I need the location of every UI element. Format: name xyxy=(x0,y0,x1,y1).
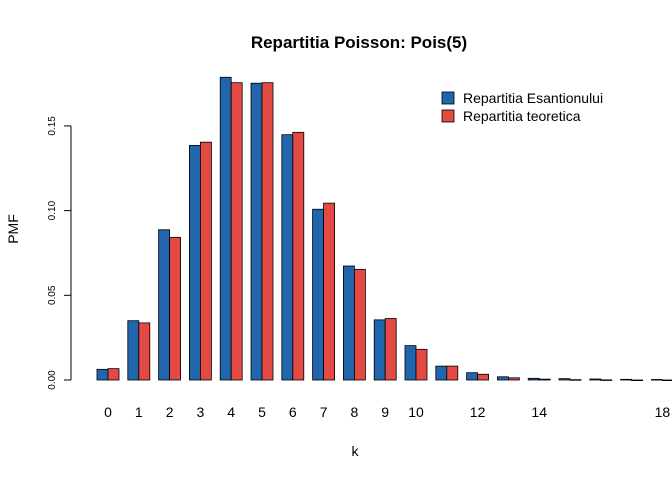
bar-sample xyxy=(496,376,509,381)
bar-theoretical xyxy=(507,377,520,381)
chart-title: Repartitia Poisson: Pois(5) xyxy=(251,33,467,52)
bar-theoretical xyxy=(631,379,643,382)
x-tick-label: 1 xyxy=(135,404,143,420)
bar-theoretical xyxy=(569,379,582,381)
y-tick-label: 0.05 xyxy=(47,285,58,305)
x-tick-label: 5 xyxy=(258,404,266,420)
bar-sample xyxy=(466,372,479,381)
x-tick-label: 7 xyxy=(320,404,328,420)
bar-theoretical xyxy=(169,236,182,381)
bar-theoretical xyxy=(230,82,243,381)
bar-sample xyxy=(651,379,663,381)
x-tick-labels: 0 1 2 3 4 5 6 7 8 9 10 12 14 18 xyxy=(104,404,670,420)
x-axis-label: k xyxy=(352,443,360,459)
bar-sample xyxy=(219,76,232,381)
bar-theoretical xyxy=(261,82,274,381)
x-tick-label: 14 xyxy=(531,404,547,420)
x-tick-label: 2 xyxy=(166,404,174,420)
bar-sample xyxy=(250,82,263,381)
x-tick-label: 6 xyxy=(289,404,297,420)
x-tick-label: 10 xyxy=(408,404,424,420)
bar-theoretical xyxy=(292,131,305,381)
bar-theoretical xyxy=(662,379,672,382)
x-tick-label: 8 xyxy=(351,404,359,420)
bar-theoretical xyxy=(199,141,212,381)
y-tick-label: 0.00 xyxy=(47,370,58,390)
x-tick-label: 18 xyxy=(655,404,671,420)
x-tick-label: 4 xyxy=(227,404,235,420)
bar-theoretical xyxy=(446,365,459,381)
y-axis: 0.00 0.05 0.10 0.15 xyxy=(47,116,72,390)
bar-sample xyxy=(620,378,632,381)
bar-sample xyxy=(281,134,294,381)
bar-theoretical xyxy=(323,202,336,381)
y-tick-label: 0.15 xyxy=(47,116,58,136)
legend-label: Repartitia teoretica xyxy=(463,108,581,124)
bar-sample xyxy=(158,229,171,381)
x-tick-label: 9 xyxy=(381,404,389,420)
bar-sample xyxy=(435,365,448,381)
bar-theoretical xyxy=(415,348,428,381)
bar-sample xyxy=(589,378,602,381)
y-tick-label: 0.10 xyxy=(47,200,58,220)
legend: Repartitia Esantionului Repartitia teoret… xyxy=(441,90,603,124)
bar-sample xyxy=(558,378,571,381)
bar-sample xyxy=(312,208,325,381)
legend-swatch xyxy=(441,91,455,105)
legend-label: Repartitia Esantionului xyxy=(463,90,603,106)
bar-sample xyxy=(373,319,386,381)
bar-theoretical xyxy=(600,379,613,381)
bar-sample xyxy=(527,377,540,381)
bar-theoretical xyxy=(138,322,151,381)
bar-theoretical xyxy=(538,378,551,381)
bars-group xyxy=(96,76,672,382)
bar-theoretical xyxy=(353,268,366,381)
bar-theoretical xyxy=(384,318,397,381)
bar-theoretical xyxy=(107,368,120,381)
bar-sample xyxy=(404,345,417,381)
bar-sample xyxy=(342,265,355,381)
bar-sample xyxy=(188,144,201,381)
x-tick-label: 3 xyxy=(197,404,205,420)
legend-swatch xyxy=(441,109,455,123)
x-tick-label: 0 xyxy=(104,404,112,420)
bar-sample xyxy=(127,320,140,381)
bar-theoretical xyxy=(477,373,490,381)
bar-sample xyxy=(96,368,109,381)
x-tick-label: 12 xyxy=(470,404,486,420)
y-axis-label: PMF xyxy=(5,214,21,244)
